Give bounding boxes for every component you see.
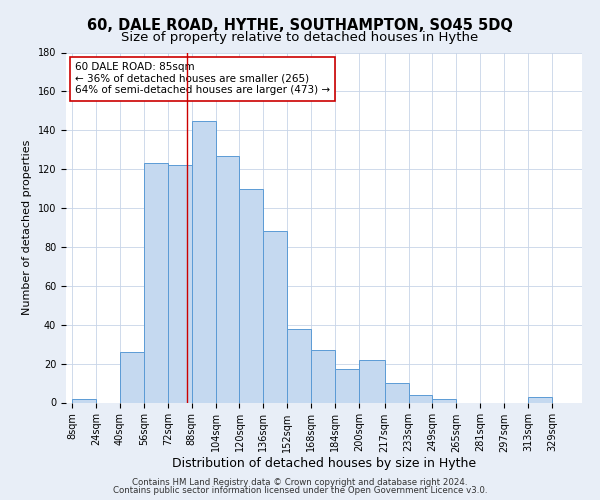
Bar [144, 164, 168, 402]
Bar [168, 166, 191, 402]
X-axis label: Distribution of detached houses by size in Hythe: Distribution of detached houses by size … [172, 457, 476, 470]
Bar [287, 328, 311, 402]
Bar [191, 120, 215, 402]
Bar [311, 350, 335, 403]
Y-axis label: Number of detached properties: Number of detached properties [22, 140, 32, 315]
Bar [433, 398, 457, 402]
Bar [528, 396, 552, 402]
Bar [120, 352, 144, 403]
Text: 60 DALE ROAD: 85sqm
← 36% of detached houses are smaller (265)
64% of semi-detac: 60 DALE ROAD: 85sqm ← 36% of detached ho… [75, 62, 330, 96]
Text: Size of property relative to detached houses in Hythe: Size of property relative to detached ho… [121, 31, 479, 44]
Bar [72, 398, 96, 402]
Bar [385, 383, 409, 402]
Bar [239, 188, 263, 402]
Text: 60, DALE ROAD, HYTHE, SOUTHAMPTON, SO45 5DQ: 60, DALE ROAD, HYTHE, SOUTHAMPTON, SO45 … [87, 18, 513, 32]
Bar [359, 360, 385, 403]
Bar [335, 370, 359, 402]
Text: Contains HM Land Registry data © Crown copyright and database right 2024.: Contains HM Land Registry data © Crown c… [132, 478, 468, 487]
Bar [409, 394, 433, 402]
Text: Contains public sector information licensed under the Open Government Licence v3: Contains public sector information licen… [113, 486, 487, 495]
Bar [215, 156, 239, 402]
Bar [263, 232, 287, 402]
